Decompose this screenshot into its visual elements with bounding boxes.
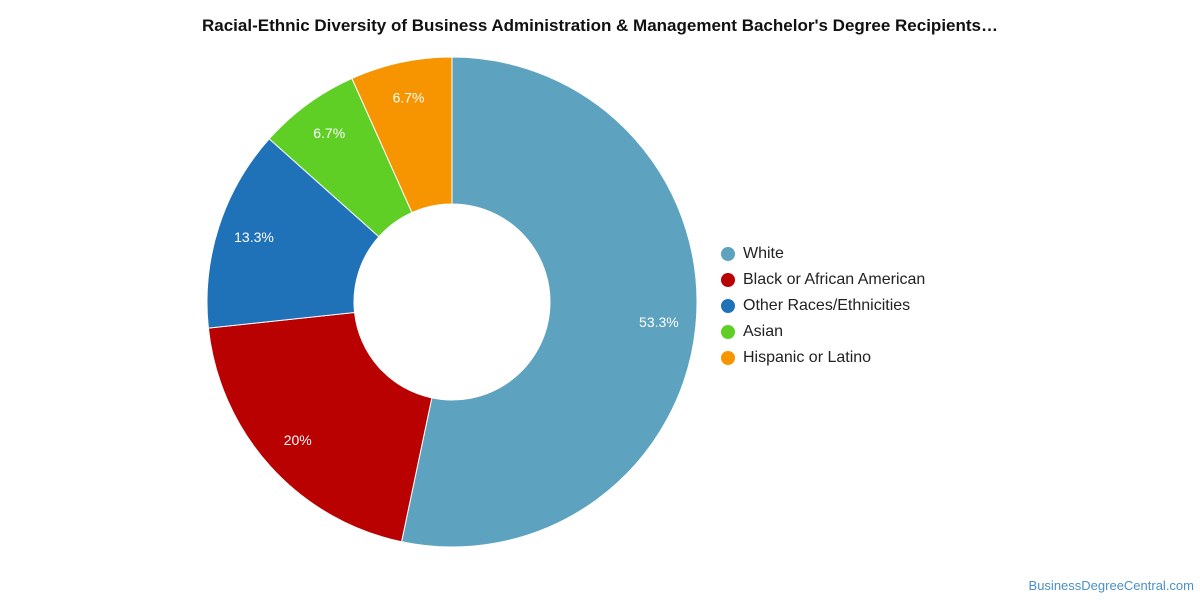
- legend-label: Asian: [743, 323, 784, 340]
- donut-slice-other-races-ethnicities[interactable]: [206, 138, 380, 329]
- source-credit[interactable]: BusinessDegreeCentral.com: [1028, 578, 1194, 593]
- legend-item[interactable]: White: [721, 241, 925, 267]
- chart-legend: White Black or African American Other Race…: [721, 241, 925, 371]
- legend-item[interactable]: Asian: [721, 319, 925, 345]
- legend-swatch: [721, 273, 735, 287]
- slice-value-label: 20%: [284, 432, 312, 448]
- donut-slice-black-or-african-american[interactable]: [207, 311, 433, 543]
- legend-label: Black or African American: [743, 271, 926, 288]
- legend-swatch: [721, 351, 735, 365]
- legend-item[interactable]: Hispanic or Latino: [721, 345, 925, 371]
- slice-value-label: 6.7%: [313, 125, 345, 141]
- legend-item[interactable]: Other Races/Ethnicities: [721, 293, 925, 319]
- legend-swatch: [721, 247, 735, 261]
- legend-label: White: [743, 245, 784, 262]
- donut-slice-hispanic-or-latino[interactable]: [351, 56, 453, 214]
- legend-label: Other Races/Ethnicities: [743, 297, 911, 314]
- slice-value-label: 6.7%: [393, 89, 425, 105]
- legend-swatch: [721, 299, 735, 313]
- donut-slice-white[interactable]: [400, 56, 698, 548]
- legend-label: Hispanic or Latino: [743, 349, 872, 366]
- chart-title: Racial-Ethnic Diversity of Business Admi…: [201, 16, 998, 35]
- slice-value-label: 53.3%: [639, 314, 679, 330]
- slice-value-label: 13.3%: [234, 229, 274, 245]
- legend-swatch: [721, 325, 735, 339]
- legend-item[interactable]: Black or African American: [721, 267, 925, 293]
